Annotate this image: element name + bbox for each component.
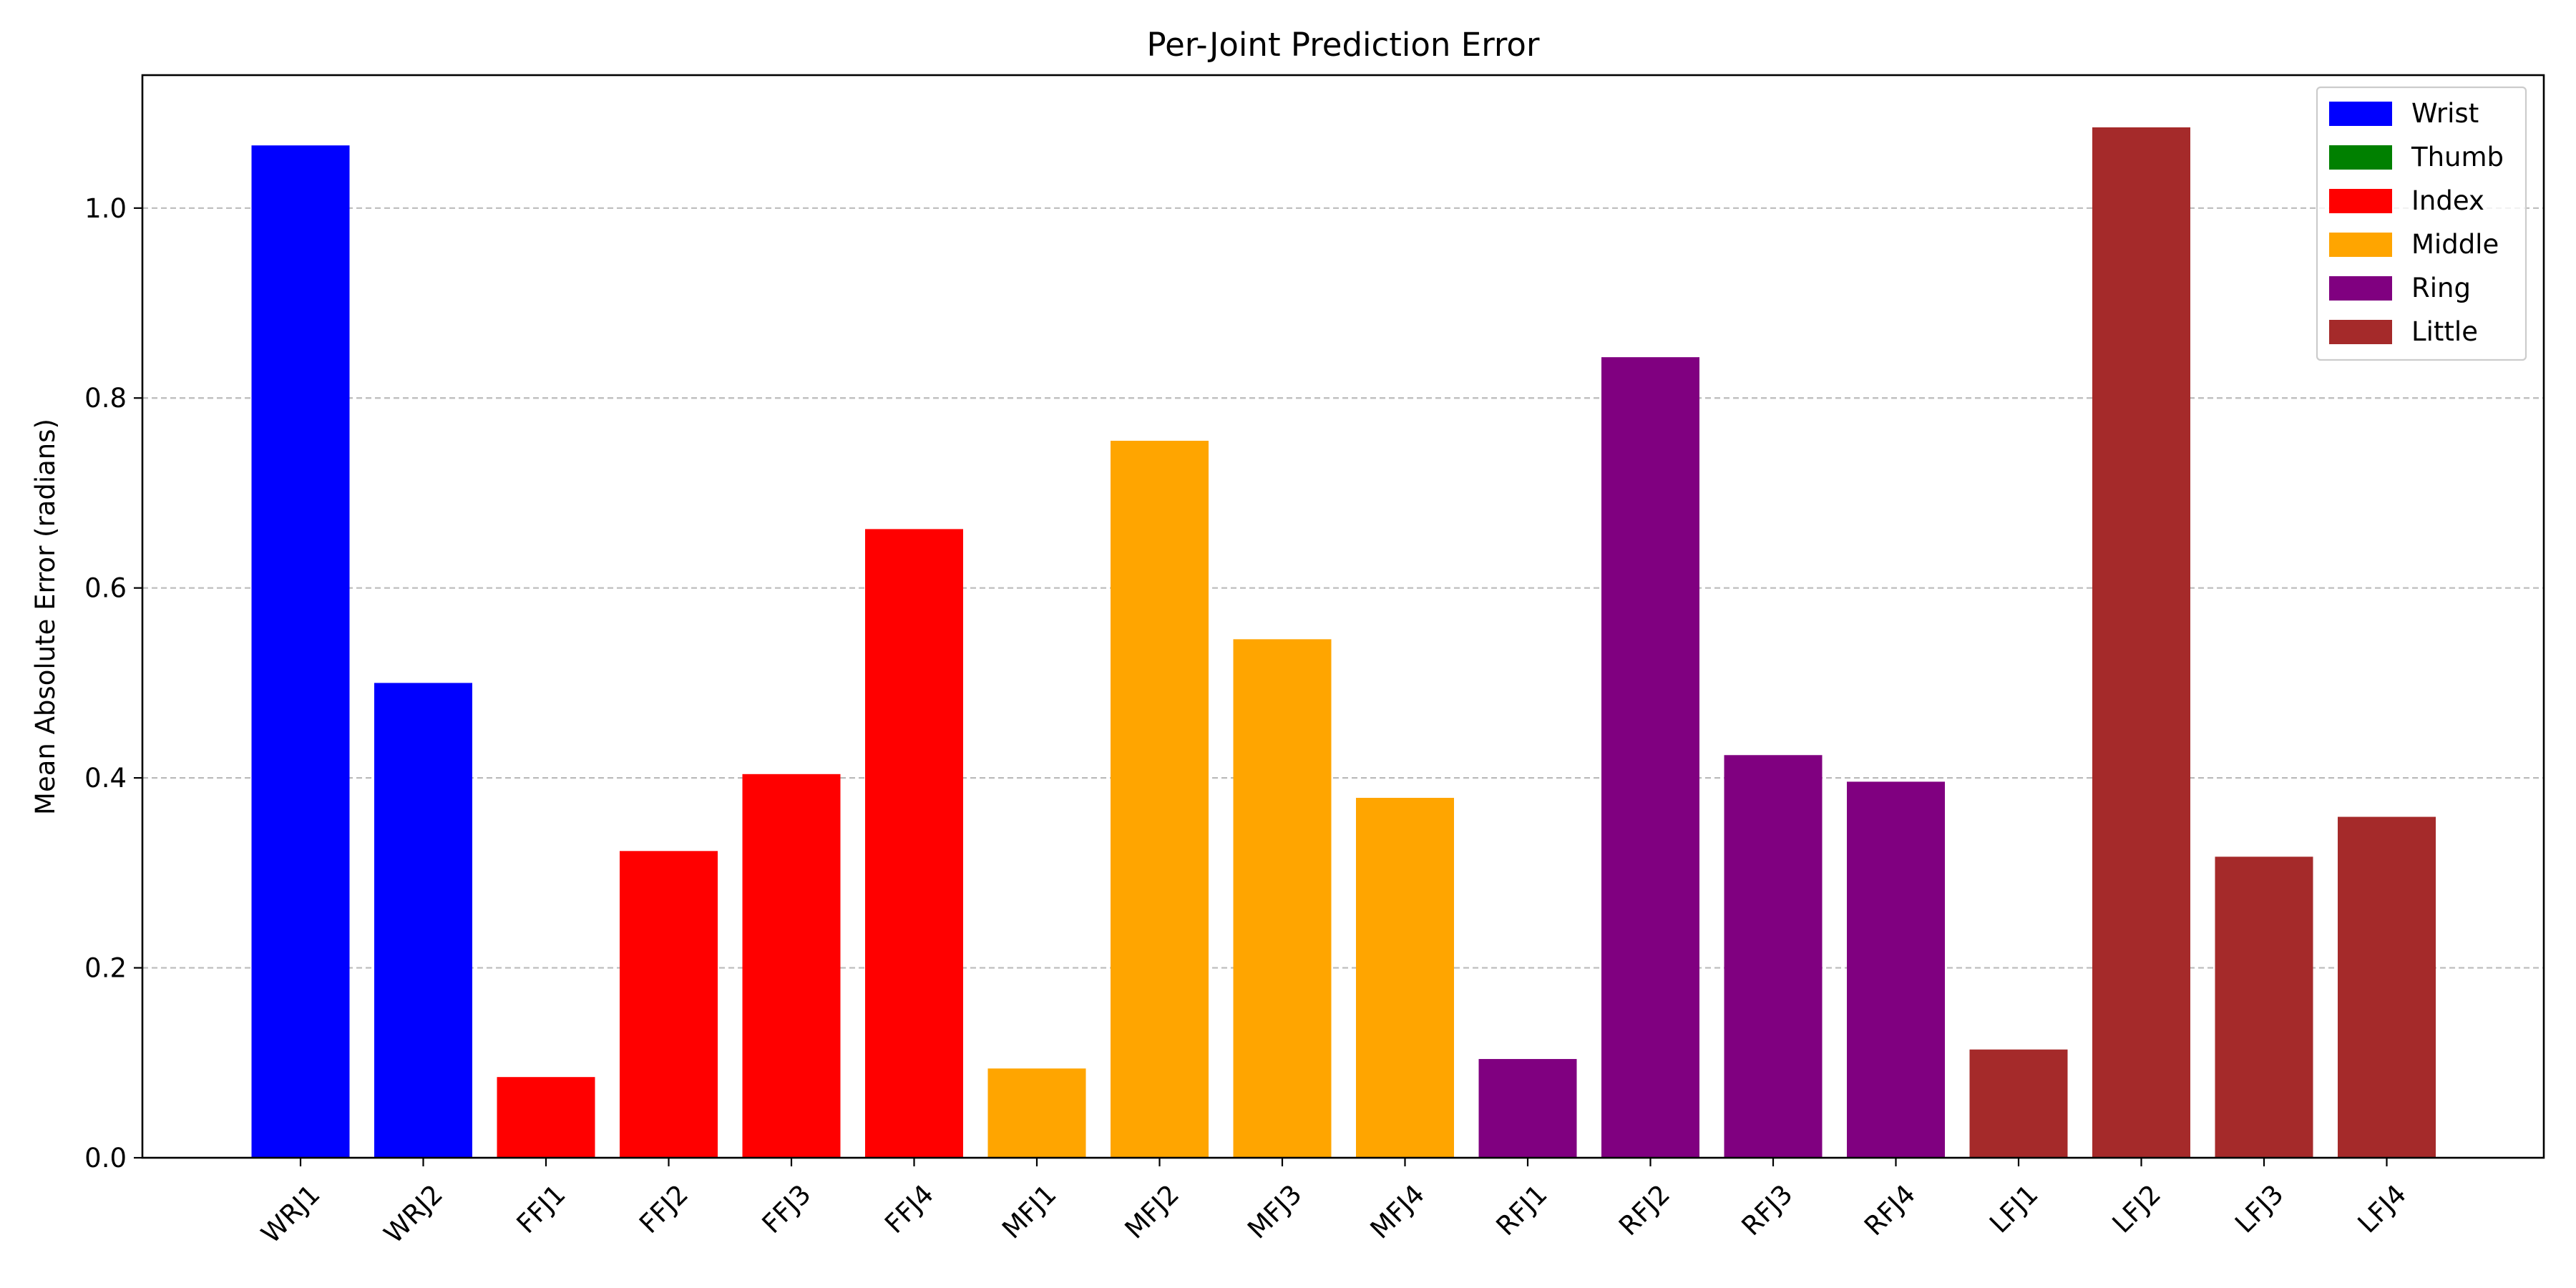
x-tick-label: RFJ4 <box>1858 1179 1921 1241</box>
legend-label-ring: Ring <box>2411 273 2471 303</box>
y-tick-label: 0.2 <box>84 953 127 984</box>
bar-ffj3 <box>742 774 841 1158</box>
x-tick-label: MFJ4 <box>1365 1179 1430 1244</box>
x-tick-label: MFJ1 <box>996 1179 1062 1244</box>
x-tick-label: RFJ1 <box>1491 1179 1553 1241</box>
legend-label-index: Index <box>2411 185 2484 216</box>
x-tick-label: WRJ2 <box>378 1179 449 1249</box>
bar-ffj2 <box>620 851 718 1158</box>
legend-swatch-thumb <box>2329 145 2392 170</box>
legend: Wrist Thumb Index Middle Ring Little <box>2316 86 2527 361</box>
bar-mfj1 <box>987 1068 1086 1158</box>
x-tick-label: LFJ2 <box>2107 1179 2167 1239</box>
bar-lfj2 <box>2092 127 2190 1158</box>
plot-frame <box>141 74 2545 1159</box>
legend-label-thumb: Thumb <box>2411 142 2504 172</box>
legend-swatch-index <box>2329 189 2392 213</box>
bar-lfj4 <box>2338 816 2436 1158</box>
y-tick-label: 0.8 <box>84 383 127 414</box>
bar-rfj4 <box>1847 781 1945 1158</box>
legend-label-wrist: Wrist <box>2411 98 2479 129</box>
bars <box>251 127 2436 1158</box>
legend-swatch-middle <box>2329 233 2392 257</box>
bar-rfj2 <box>1601 357 1699 1158</box>
y-axis-ticks: 0.0 0.2 0.4 0.6 0.8 1.0 <box>84 193 142 1174</box>
bar-lfj1 <box>1969 1049 2068 1158</box>
x-tick-label: FFJ4 <box>879 1179 940 1239</box>
x-tick-label: RFJ2 <box>1613 1179 1676 1241</box>
y-axis-label: Mean Absolute Error (radians) <box>30 419 61 815</box>
legend-swatch-wrist <box>2329 102 2392 126</box>
bar-wrj1 <box>251 145 350 1158</box>
x-tick-label: MFJ2 <box>1119 1179 1185 1244</box>
x-tick-label: LFJ4 <box>2352 1179 2412 1239</box>
chart-title: Per-Joint Prediction Error <box>1147 26 1540 64</box>
bar-ffj1 <box>497 1077 595 1158</box>
bar-wrj2 <box>374 683 472 1158</box>
y-tick-label: 0.4 <box>84 763 127 794</box>
bar-mfj3 <box>1233 639 1332 1158</box>
x-tick-label: MFJ3 <box>1241 1179 1307 1244</box>
bar-lfj3 <box>2215 857 2313 1158</box>
x-tick-label: WRJ1 <box>255 1179 326 1249</box>
legend-swatch-little <box>2329 320 2392 344</box>
legend-label-middle: Middle <box>2411 229 2499 260</box>
y-tick-label: 0.6 <box>84 573 127 604</box>
bar-mfj4 <box>1356 797 1454 1158</box>
x-axis-ticks: WRJ1 WRJ2 FFJ1 FFJ2 FFJ3 FFJ4 MFJ1 MFJ2 MFJ3 MFJ4… <box>255 1158 2412 1249</box>
y-tick-label: 1.0 <box>84 193 127 224</box>
bar-rfj3 <box>1724 755 1823 1158</box>
y-tick-label: 0.0 <box>84 1143 127 1174</box>
x-tick-label: LFJ1 <box>1984 1179 2044 1239</box>
x-tick-label: LFJ3 <box>2229 1179 2289 1239</box>
x-tick-label: RFJ3 <box>1736 1179 1799 1241</box>
legend-swatch-ring <box>2329 276 2392 301</box>
x-tick-label: FFJ1 <box>511 1179 572 1239</box>
bar-ffj4 <box>865 529 963 1158</box>
bar-mfj2 <box>1111 440 1209 1158</box>
legend-label-little: Little <box>2411 316 2478 347</box>
x-tick-label: FFJ3 <box>756 1179 817 1239</box>
bar-rfj1 <box>1478 1058 1577 1158</box>
x-tick-label: FFJ2 <box>633 1179 694 1239</box>
